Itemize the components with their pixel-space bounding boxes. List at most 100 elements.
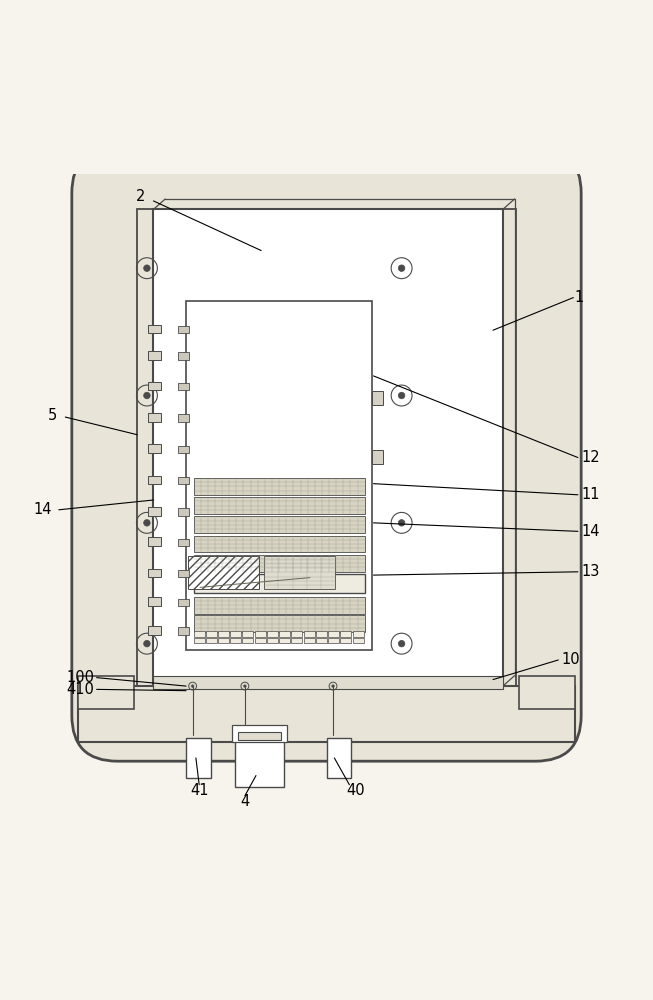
Bar bbox=[206, 631, 217, 637]
Text: 14: 14 bbox=[33, 502, 52, 517]
Text: 4: 4 bbox=[240, 794, 249, 809]
Bar bbox=[186, 301, 372, 650]
Bar bbox=[340, 631, 351, 637]
Circle shape bbox=[191, 685, 194, 687]
Bar bbox=[238, 732, 281, 740]
Bar bbox=[267, 631, 278, 637]
Bar bbox=[193, 478, 365, 495]
Bar bbox=[353, 638, 364, 643]
Bar bbox=[304, 638, 315, 643]
Text: 100: 100 bbox=[67, 670, 95, 685]
Bar bbox=[232, 725, 287, 742]
Bar bbox=[193, 615, 365, 632]
Bar bbox=[326, 738, 351, 778]
Bar bbox=[193, 597, 365, 614]
Bar bbox=[148, 351, 161, 360]
Bar bbox=[316, 631, 327, 637]
Text: 2: 2 bbox=[136, 189, 145, 204]
Circle shape bbox=[398, 520, 405, 526]
Bar bbox=[218, 638, 229, 643]
Bar bbox=[178, 477, 189, 484]
Circle shape bbox=[144, 265, 150, 271]
Bar bbox=[279, 638, 290, 643]
Circle shape bbox=[398, 265, 405, 271]
Text: 13: 13 bbox=[581, 564, 599, 579]
Bar bbox=[178, 508, 189, 516]
Text: 1: 1 bbox=[575, 290, 584, 305]
Bar bbox=[291, 638, 302, 643]
Bar bbox=[231, 638, 241, 643]
Bar bbox=[178, 539, 189, 546]
Bar bbox=[178, 570, 189, 577]
FancyBboxPatch shape bbox=[72, 147, 581, 761]
Bar bbox=[153, 209, 503, 686]
Circle shape bbox=[244, 685, 246, 687]
Text: 14: 14 bbox=[581, 524, 599, 539]
Bar bbox=[186, 738, 211, 778]
Circle shape bbox=[144, 520, 150, 526]
Bar bbox=[328, 638, 339, 643]
Bar bbox=[178, 414, 189, 422]
Bar bbox=[178, 326, 189, 333]
Bar bbox=[328, 631, 339, 637]
Circle shape bbox=[332, 685, 334, 687]
Text: 40: 40 bbox=[347, 783, 365, 798]
Bar bbox=[193, 497, 365, 514]
Bar bbox=[218, 631, 229, 637]
Bar bbox=[193, 516, 365, 533]
Text: 11: 11 bbox=[581, 487, 599, 502]
Text: 5: 5 bbox=[48, 408, 57, 423]
Bar bbox=[178, 383, 189, 390]
Bar bbox=[193, 638, 204, 643]
Bar bbox=[279, 631, 290, 637]
Bar bbox=[353, 631, 364, 637]
Bar bbox=[235, 738, 284, 787]
Circle shape bbox=[398, 392, 405, 399]
Bar bbox=[178, 627, 189, 635]
Bar bbox=[255, 638, 266, 643]
Bar bbox=[304, 631, 315, 637]
Bar bbox=[178, 599, 189, 606]
Bar bbox=[148, 325, 161, 333]
Bar bbox=[148, 413, 161, 422]
Bar bbox=[255, 631, 266, 637]
Bar bbox=[206, 638, 217, 643]
Bar bbox=[291, 631, 302, 637]
Bar bbox=[316, 638, 327, 643]
Bar bbox=[231, 631, 241, 637]
Bar bbox=[148, 626, 161, 635]
Bar bbox=[148, 476, 161, 484]
Bar bbox=[188, 556, 259, 589]
Bar bbox=[178, 352, 189, 360]
Bar bbox=[148, 537, 161, 546]
Bar bbox=[242, 631, 253, 637]
Bar bbox=[193, 574, 365, 593]
Bar bbox=[264, 556, 335, 589]
Bar bbox=[178, 446, 189, 453]
Circle shape bbox=[398, 640, 405, 647]
Bar bbox=[148, 382, 161, 390]
Bar bbox=[78, 676, 134, 709]
Bar bbox=[242, 638, 253, 643]
Text: 10: 10 bbox=[562, 652, 581, 667]
Bar bbox=[372, 450, 383, 464]
Bar bbox=[148, 597, 161, 606]
Text: 12: 12 bbox=[581, 450, 600, 465]
Bar bbox=[267, 638, 278, 643]
Bar bbox=[193, 555, 365, 572]
Bar bbox=[148, 569, 161, 577]
Bar bbox=[137, 209, 516, 696]
Bar bbox=[193, 536, 365, 552]
Bar bbox=[148, 444, 161, 453]
Circle shape bbox=[144, 392, 150, 399]
Bar bbox=[148, 507, 161, 516]
Bar bbox=[372, 391, 383, 405]
Bar bbox=[519, 676, 575, 709]
Bar bbox=[193, 631, 204, 637]
Bar bbox=[153, 676, 503, 689]
Circle shape bbox=[144, 640, 150, 647]
Bar bbox=[340, 638, 351, 643]
Text: 410: 410 bbox=[67, 682, 95, 697]
Bar bbox=[78, 686, 575, 742]
Text: 41: 41 bbox=[190, 783, 208, 798]
